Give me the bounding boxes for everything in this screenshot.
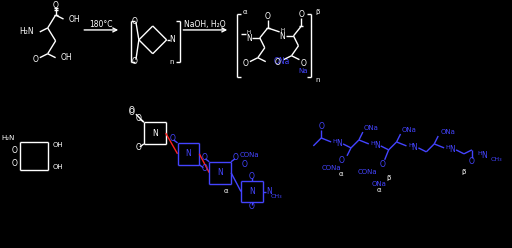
Text: O: O [132,17,138,26]
Text: O: O [12,159,18,168]
Text: n: n [169,59,174,65]
Text: N: N [246,34,252,43]
Text: H: H [370,141,375,146]
Text: OH: OH [60,53,72,62]
Text: O: O [380,160,386,169]
Text: ONa: ONa [440,129,455,135]
Text: H: H [333,139,337,144]
Text: CONa: CONa [322,165,341,171]
Text: β: β [387,175,391,181]
Text: O: O [132,57,138,66]
Text: H₂N: H₂N [19,28,34,36]
Text: N: N [481,151,487,160]
Text: O: O [33,55,39,64]
Text: α: α [243,9,247,15]
Text: α: α [376,186,381,192]
Text: O: O [338,156,344,165]
Text: O: O [242,160,248,169]
Text: N: N [266,187,271,196]
Text: H: H [478,151,482,156]
Text: β: β [462,169,466,175]
Text: N: N [217,168,223,177]
Text: 180°C: 180°C [90,21,113,30]
Text: O: O [233,153,239,162]
Text: O: O [275,58,281,67]
Text: N: N [249,187,255,196]
Text: N: N [169,35,176,44]
Text: N: N [336,139,342,148]
Text: O: O [129,108,135,117]
Text: N: N [449,145,455,154]
Text: H: H [281,29,285,33]
Text: CONa: CONa [240,152,260,158]
Text: O: O [136,143,142,152]
Text: N: N [412,143,417,152]
Text: O: O [298,10,304,19]
Text: O: O [136,114,142,123]
Text: O: O [53,1,58,10]
Text: O: O [249,202,255,211]
Text: O: O [301,59,306,68]
Text: O: O [265,12,271,21]
Text: α: α [339,171,344,177]
Text: O: O [201,164,207,173]
Text: Na: Na [298,68,308,74]
Text: O: O [129,106,135,115]
Text: O: O [249,172,255,181]
Text: β: β [315,9,319,15]
Text: N: N [374,141,379,150]
Text: CONa: CONa [357,169,377,175]
Text: OH: OH [69,15,80,24]
Text: O: O [12,146,18,155]
Text: CH₃: CH₃ [490,157,502,162]
Text: ONa: ONa [401,127,416,133]
Text: OH: OH [53,142,63,148]
Text: α: α [224,187,228,193]
Text: N: N [185,149,191,158]
Text: CH₃: CH₃ [271,194,283,199]
Text: n: n [315,76,320,83]
Text: ONa: ONa [371,181,386,186]
Text: O: O [318,122,324,131]
Text: O: O [469,157,475,166]
Text: O: O [243,59,249,68]
Text: N: N [152,128,158,138]
Text: O: O [201,153,207,162]
Text: NaOH, H₂O: NaOH, H₂O [184,21,226,30]
Text: N: N [280,32,286,41]
Text: O: O [169,134,176,144]
Text: H: H [408,143,413,148]
Text: ONa: ONa [274,57,290,66]
Text: OH: OH [53,164,63,170]
Text: H₂N: H₂N [2,135,15,141]
Text: H: H [446,145,451,150]
Text: H: H [247,31,251,35]
Text: ONa: ONa [364,125,379,131]
